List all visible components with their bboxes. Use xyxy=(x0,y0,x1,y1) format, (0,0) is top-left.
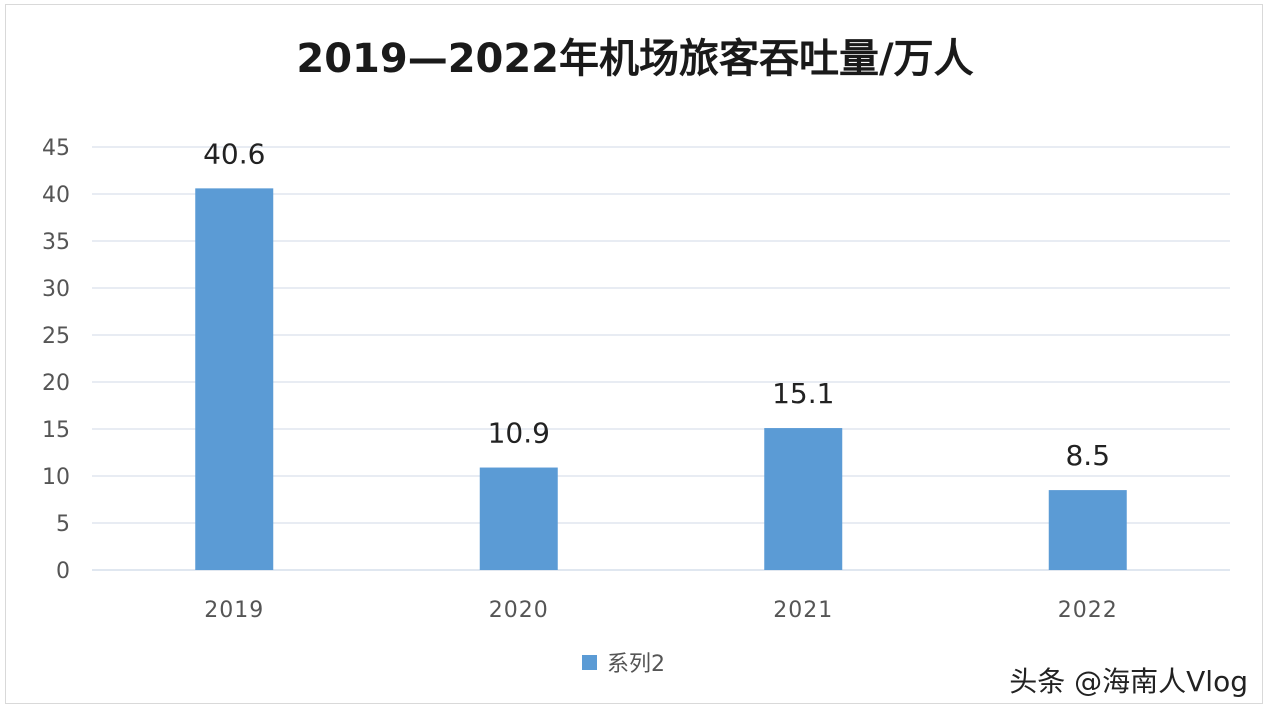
y-tick-label: 25 xyxy=(42,324,70,349)
x-tick-label: 2022 xyxy=(1058,598,1118,623)
legend-swatch xyxy=(582,654,597,670)
legend-label: 系列2 xyxy=(607,652,665,677)
x-tick-label: 2019 xyxy=(204,598,264,623)
legend: 系列2 xyxy=(582,648,665,677)
x-tick-label: 2020 xyxy=(489,598,549,623)
bar-2022 xyxy=(1048,490,1127,570)
y-tick-label: 0 xyxy=(56,559,70,584)
y-tick-label: 5 xyxy=(56,512,70,537)
y-tick-label: 40 xyxy=(42,183,70,208)
bar-2021 xyxy=(764,428,843,570)
y-tick-label: 15 xyxy=(42,418,70,443)
y-tick-label: 10 xyxy=(42,465,70,490)
watermark: 头条 @海南人Vlog xyxy=(1009,665,1248,698)
bar-2020 xyxy=(479,467,558,570)
data-labels: 40.6 10.9 15.1 8.5 xyxy=(203,137,1110,472)
data-label: 8.5 xyxy=(1065,439,1110,472)
gridlines xyxy=(92,146,1230,571)
y-tick-label: 35 xyxy=(42,230,70,255)
y-tick-label: 20 xyxy=(42,371,70,396)
chart-title: 2019—2022年机场旅客吞吐量/万人 xyxy=(296,36,974,82)
bar-2019 xyxy=(195,188,274,571)
data-label: 15.1 xyxy=(772,377,834,410)
data-label: 10.9 xyxy=(488,417,550,450)
y-axis-ticks: 0 5 10 15 20 25 30 35 40 45 xyxy=(42,136,70,584)
bars xyxy=(195,188,1127,571)
y-tick-label: 45 xyxy=(42,136,70,161)
x-tick-label: 2021 xyxy=(773,598,833,623)
data-label: 40.6 xyxy=(203,137,265,170)
x-axis-ticks: 2019 2020 2021 2022 xyxy=(204,598,1118,623)
y-tick-label: 30 xyxy=(42,277,70,302)
